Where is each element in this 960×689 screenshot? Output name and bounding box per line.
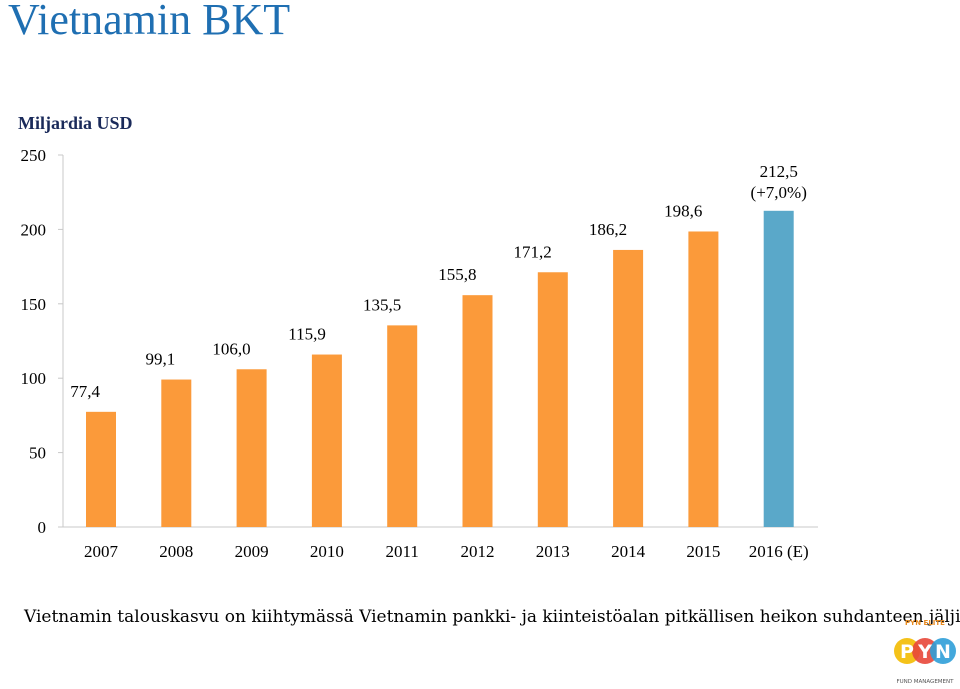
y-tick-label: 100 [21,369,47,388]
bar-2013 [537,272,568,527]
logo-letter-y: Y [917,641,932,663]
bar-2011 [387,325,418,527]
bar-2010 [311,354,342,527]
bar-2012 [462,295,493,527]
x-tick-label: 2012 [461,542,495,561]
data-label: 155,8 [438,265,476,284]
y-unit-label: Miljardia USD [18,113,133,133]
x-tick-label: 2011 [386,542,419,561]
chart-caption: Vietnamin talouskasvu on kiihtymässä Vie… [24,607,960,627]
data-label: 115,9 [288,325,326,344]
x-tick-label: 2009 [235,542,269,561]
page-title: Vietnamin BKT [8,0,291,44]
logo-circle-p [894,638,920,664]
x-tick-label: 2008 [159,542,193,561]
data-label-change: (+7,0%) [751,183,807,202]
data-label: 212,5 [760,162,798,181]
data-label: 171,2 [514,242,552,261]
logo-top-text: PYN ELITE [905,619,945,627]
bar-2015 [688,231,719,527]
x-tick-label: 2010 [310,542,344,561]
y-tick-label: 200 [21,220,47,239]
bar-2016E [763,210,794,528]
logo-letter-n: N [935,641,951,663]
data-label: 106,0 [212,339,250,358]
logo-bottom-text: FUND MANAGEMENT [896,679,954,685]
y-tick-label: 250 [21,146,47,165]
data-label: 186,2 [589,220,627,239]
x-tick-label: 2014 [611,542,646,561]
y-tick-label: 150 [21,295,47,314]
data-label: 198,6 [664,201,702,220]
y-tick-label: 0 [38,518,47,537]
logo-letter-p: P [900,641,914,663]
logo-circle-n [930,638,956,664]
bar-2007 [86,411,116,527]
bar-2014 [613,249,644,528]
logo-circle-y [912,638,938,664]
pyn-elite-logo: PYN ELITE P Y N FUND MANAGEMENT [894,619,956,685]
bar-2008 [161,379,192,527]
data-label: 77,4 [70,382,100,401]
x-tick-label: 2016 (E) [749,542,809,561]
data-label: 135,5 [363,295,401,314]
x-tick-label: 2007 [84,542,119,561]
x-tick-label: 2013 [536,542,570,561]
bar-2009 [236,369,267,527]
data-label: 99,1 [146,350,176,369]
bar-chart: 0 50 100 150 200 250 77,4 99,1 106,0 115,9 135,5 1… [21,146,818,561]
y-tick-label: 50 [29,444,46,463]
x-tick-label: 2015 [686,542,720,561]
